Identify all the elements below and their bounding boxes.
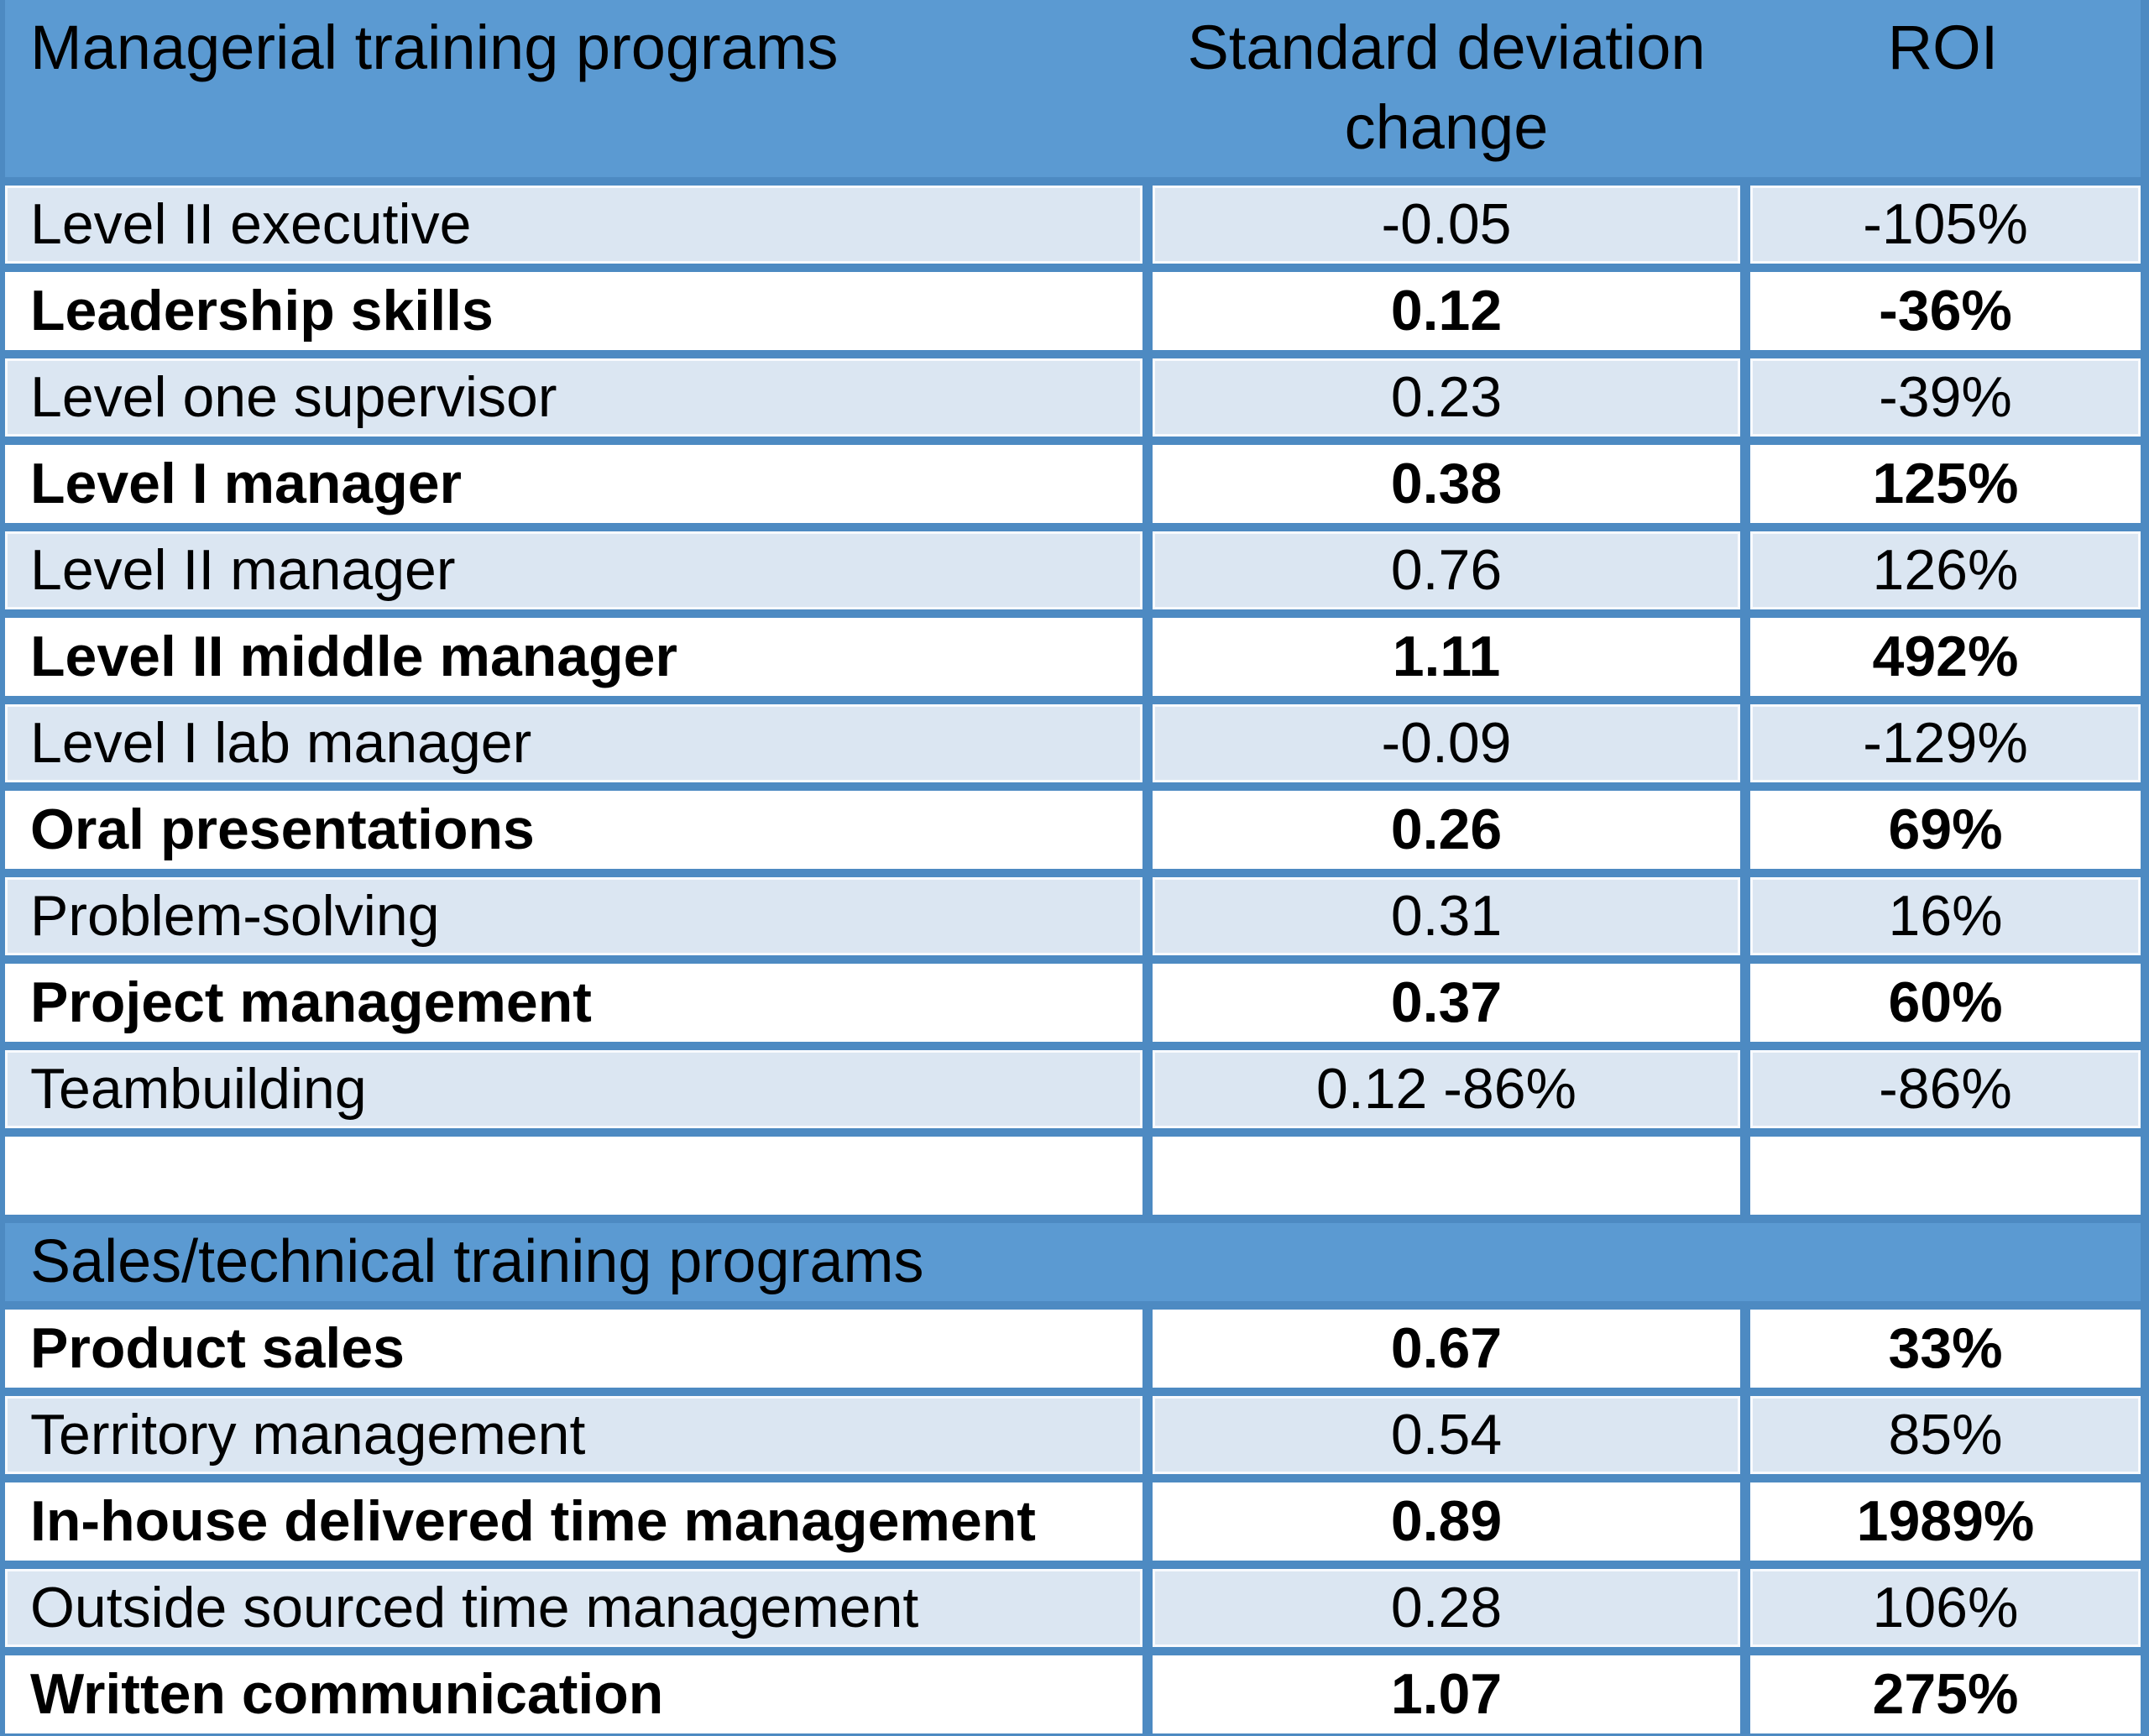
sd-cell: 0.23 [1142,350,1745,441]
program-cell: Level I lab manager [3,696,1148,787]
program-cell: Outside sourced time management [3,1561,1148,1651]
roi-cell: -39% [1740,350,2145,441]
roi-cell: 69% [1740,782,2145,873]
col-header-roi: ROI [1745,0,2145,181]
program-cell: Territory management [3,1388,1148,1478]
col-header-sd-change: Standard deviation change [1148,0,1745,181]
sd-cell: 0.26 [1142,782,1745,873]
roi-cell: -86% [1740,1042,2145,1132]
sd-cell: 0.76 [1142,523,1745,614]
col-header-sd-change-label: Standard deviation change [1187,13,1706,162]
program-cell [3,1128,1148,1219]
table-row: Problem-solving 0.31 16% [3,869,2145,960]
sd-cell: 0.38 [1142,437,1745,527]
roi-cell: 33% [1740,1301,2145,1392]
program-cell: Problem-solving [3,869,1148,960]
roi-cell: 16% [1740,869,2145,960]
sd-cell: 0.12 [1142,264,1745,354]
sd-cell: 0.37 [1142,955,1745,1046]
section-header-sales: Sales/technical training programs [3,1215,2145,1305]
table-row: Territory management 0.54 85% [3,1388,2145,1478]
table-row: Level II executive -0.05 -105% [3,177,2145,268]
program-cell: Product sales [3,1301,1148,1392]
table-row: Level II manager 0.76 126% [3,523,2145,614]
table-row: In-house delivered time management 0.89 … [3,1474,2145,1565]
roi-cell: 492% [1740,609,2145,700]
program-cell: Level I manager [3,437,1148,527]
sd-cell: -0.09 [1142,696,1745,787]
table-row: Level I manager 0.38 125% [3,437,2145,527]
sd-cell: 0.12 -86% [1142,1042,1745,1132]
program-cell: Level II manager [3,523,1148,614]
roi-cell: -129% [1740,696,2145,787]
col-header-programs: Managerial training programs [3,0,1148,181]
table-row: Teambuilding 0.12 -86% -86% [3,1042,2145,1132]
table-row: Project management 0.37 60% [3,955,2145,1046]
program-cell: Level one supervisor [3,350,1148,441]
table-row: Outside sourced time management 0.28 106… [3,1561,2145,1651]
program-cell: Teambuilding [3,1042,1148,1132]
table-row: Level I lab manager -0.09 -129% [3,696,2145,787]
table-row: Written communication 1.07 275% [3,1647,2145,1736]
program-cell: Leadership skills [3,264,1148,354]
sd-cell: 1.07 [1142,1647,1745,1736]
roi-cell: 125% [1740,437,2145,527]
roi-cell: -105% [1740,177,2145,268]
roi-cell: 1989% [1740,1474,2145,1565]
program-cell: Project management [3,955,1148,1046]
sd-cell: 0.54 [1142,1388,1745,1478]
sd-cell: 0.31 [1142,869,1745,960]
program-cell: Oral presentations [3,782,1148,873]
program-cell: In-house delivered time management [3,1474,1148,1565]
sd-cell [1142,1128,1745,1219]
section-header-row: Sales/technical training programs [3,1215,2145,1305]
roi-cell: -36% [1740,264,2145,354]
roi-cell [1740,1128,2145,1219]
empty-row [3,1128,2145,1219]
table-row: Leadership skills 0.12 -36% [3,264,2145,354]
program-cell: Written communication [3,1647,1148,1736]
program-cell: Level II middle manager [3,609,1148,700]
header-row: Managerial training programs Standard de… [3,0,2145,181]
sd-cell: 0.28 [1142,1561,1745,1651]
table-row: Level II middle manager 1.11 492% [3,609,2145,700]
sd-cell: 0.67 [1142,1301,1745,1392]
roi-cell: 60% [1740,955,2145,1046]
table-row: Product sales 0.67 33% [3,1301,2145,1392]
roi-cell: 106% [1740,1561,2145,1651]
roi-cell: 275% [1740,1647,2145,1736]
program-cell: Level II executive [3,177,1148,268]
sd-cell: 0.89 [1142,1474,1745,1565]
roi-cell: 126% [1740,523,2145,614]
table-row: Level one supervisor 0.23 -39% [3,350,2145,441]
sd-cell: -0.05 [1142,177,1745,268]
roi-cell: 85% [1740,1388,2145,1478]
sd-cell: 1.11 [1142,609,1745,700]
table-row: Oral presentations 0.26 69% [3,782,2145,873]
